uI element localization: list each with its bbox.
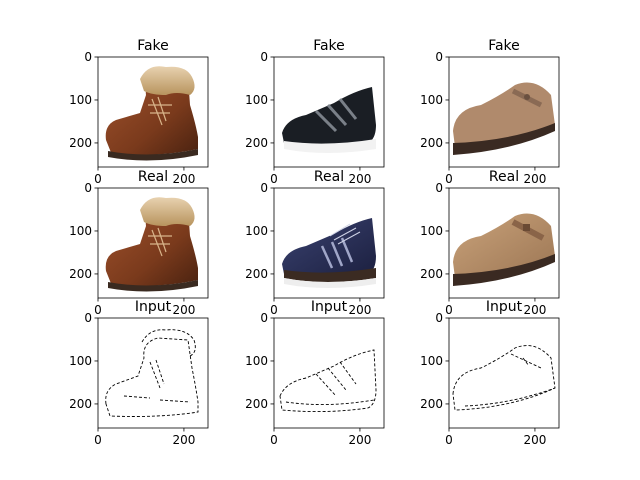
y-tick-label: 0: [435, 311, 443, 325]
shoe-picture: [280, 85, 378, 155]
panel-title: Fake: [488, 38, 520, 54]
panel-image: [105, 329, 199, 417]
y-tick-label: 200: [420, 397, 443, 411]
y-tick-label: 0: [260, 50, 268, 64]
x-tick-label: 0: [445, 433, 453, 447]
panel-8: Input 0 200 0 100 200: [245, 299, 385, 447]
axes-frame: [273, 317, 385, 429]
panel-2: Fake 0 200 0 100 200: [245, 38, 385, 186]
panel-7: Input 0 200 0 100 200: [69, 299, 209, 447]
shoe-picture: [280, 216, 378, 290]
panel-9: Input 0 200 0 100 200: [420, 299, 560, 447]
y-tick-label: 200: [245, 397, 268, 411]
panel-title: Input: [486, 299, 523, 315]
y-tick-label: 0: [84, 311, 92, 325]
panel-title: Real: [138, 169, 168, 185]
axes-frame: [97, 187, 209, 299]
x-tick-label: 0: [94, 172, 102, 186]
x-tick-label: 200: [523, 172, 546, 186]
x-tick-label: 0: [445, 303, 453, 317]
y-tick-label: 200: [69, 136, 92, 150]
panel-3: Fake 0 200 0 100 200: [420, 38, 560, 186]
y-tick-label: 100: [245, 224, 268, 238]
axes-frame: [448, 56, 560, 168]
y-tick-label: 100: [420, 93, 443, 107]
x-tick-label: 0: [94, 433, 102, 447]
panel-image: [453, 214, 555, 286]
x-tick-label: 0: [445, 172, 453, 186]
shoe-picture: [105, 65, 199, 162]
panel-title: Input: [311, 299, 348, 315]
y-tick-label: 0: [435, 50, 443, 64]
y-tick-label: 200: [69, 397, 92, 411]
y-tick-label: 200: [69, 267, 92, 281]
y-tick-label: 200: [420, 267, 443, 281]
axes-frame: [448, 317, 560, 429]
shoe-picture: [105, 329, 199, 417]
y-tick-label: 100: [69, 354, 92, 368]
y-tick-label: 0: [435, 181, 443, 195]
panel-4: Real 0 200 0 100 200: [69, 169, 209, 317]
panel-image: [452, 345, 556, 411]
y-tick-label: 100: [420, 224, 443, 238]
shoe-picture: [452, 345, 556, 411]
y-tick-label: 100: [245, 93, 268, 107]
axes-frame: [97, 56, 209, 168]
x-tick-label: 200: [172, 433, 195, 447]
x-tick-label: 200: [523, 303, 546, 317]
y-tick-label: 0: [84, 181, 92, 195]
x-tick-label: 200: [348, 433, 371, 447]
x-tick-label: 0: [94, 303, 102, 317]
axes-frame: [273, 187, 385, 299]
axes-frame: [97, 317, 209, 429]
axes-frame: [448, 187, 560, 299]
panel-image: [105, 196, 199, 293]
x-tick-label: 0: [270, 433, 278, 447]
y-tick-label: 100: [245, 354, 268, 368]
panel-image: [280, 216, 378, 290]
panel-title: Real: [314, 169, 344, 185]
y-tick-label: 0: [260, 311, 268, 325]
panel-title: Real: [489, 169, 519, 185]
x-tick-label: 200: [172, 172, 195, 186]
x-tick-label: 200: [348, 303, 371, 317]
shoe-picture: [105, 196, 199, 293]
panel-title: Fake: [313, 38, 345, 54]
x-tick-label: 200: [348, 172, 371, 186]
shoe-picture: [453, 214, 555, 286]
x-tick-label: 200: [523, 433, 546, 447]
y-tick-label: 0: [260, 181, 268, 195]
y-tick-label: 0: [84, 50, 92, 64]
shoe-picture: [453, 83, 555, 155]
panel-title: Input: [135, 299, 172, 315]
y-tick-label: 200: [420, 136, 443, 150]
panel-title: Fake: [137, 38, 169, 54]
x-tick-label: 0: [270, 172, 278, 186]
x-tick-label: 0: [270, 303, 278, 317]
shoe-picture: [279, 349, 377, 413]
panel-image: [105, 65, 199, 162]
y-tick-label: 100: [420, 354, 443, 368]
panel-image: [279, 349, 377, 413]
y-tick-label: 200: [245, 136, 268, 150]
panel-image: [280, 85, 378, 155]
panel-1: Fake 0 200 0 100 200: [69, 38, 209, 186]
panel-5: Real 0 200 0 100 200: [245, 169, 385, 317]
axes-frame: [273, 56, 385, 168]
panel-6: Real 0 200 0 100 200: [420, 169, 560, 317]
y-tick-label: 200: [245, 267, 268, 281]
y-tick-label: 100: [69, 224, 92, 238]
panel-image: [453, 83, 555, 155]
y-tick-label: 100: [69, 93, 92, 107]
x-tick-label: 200: [172, 303, 195, 317]
